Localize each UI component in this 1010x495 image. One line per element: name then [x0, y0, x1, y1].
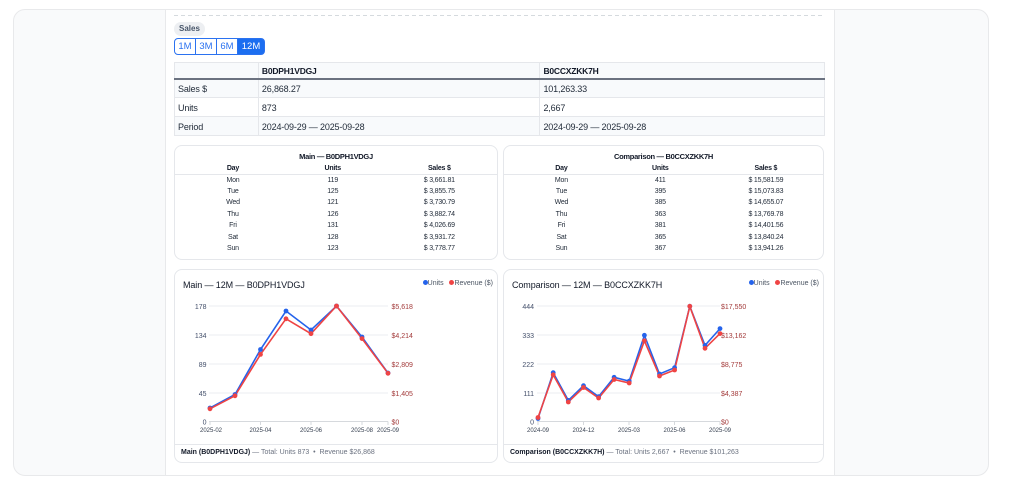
- svg-text:178: 178: [195, 304, 207, 311]
- svg-text:$5,618: $5,618: [392, 304, 414, 311]
- svg-text:2025-06: 2025-06: [663, 428, 686, 434]
- svg-text:2025-02: 2025-02: [200, 428, 223, 434]
- svg-text:2025-08: 2025-08: [351, 428, 374, 434]
- svg-text:2025-04: 2025-04: [249, 428, 272, 434]
- svg-text:2025-06: 2025-06: [300, 428, 323, 434]
- svg-text:$0: $0: [392, 420, 400, 427]
- svg-text:$1,405: $1,405: [392, 391, 414, 398]
- svg-text:45: 45: [199, 391, 207, 398]
- svg-text:444: 444: [522, 304, 534, 311]
- svg-text:2025-09: 2025-09: [709, 428, 732, 434]
- svg-text:2025-03: 2025-03: [618, 428, 641, 434]
- svg-text:111: 111: [523, 391, 534, 398]
- svg-text:222: 222: [522, 362, 534, 369]
- svg-text:$2,809: $2,809: [392, 362, 414, 369]
- svg-text:$4,387: $4,387: [721, 391, 743, 398]
- svg-text:2024-12: 2024-12: [572, 428, 595, 434]
- svg-text:134: 134: [195, 333, 207, 340]
- svg-text:$4,214: $4,214: [392, 333, 414, 340]
- svg-text:2025-09: 2025-09: [377, 428, 400, 434]
- svg-text:2024-09: 2024-09: [527, 428, 550, 434]
- svg-text:$13,162: $13,162: [721, 333, 746, 340]
- svg-text:0: 0: [530, 420, 534, 427]
- svg-text:333: 333: [522, 333, 534, 340]
- svg-text:$0: $0: [721, 420, 729, 427]
- svg-text:$17,550: $17,550: [721, 304, 746, 311]
- svg-text:$8,775: $8,775: [721, 362, 743, 369]
- svg-text:89: 89: [199, 362, 207, 369]
- svg-text:0: 0: [203, 420, 207, 427]
